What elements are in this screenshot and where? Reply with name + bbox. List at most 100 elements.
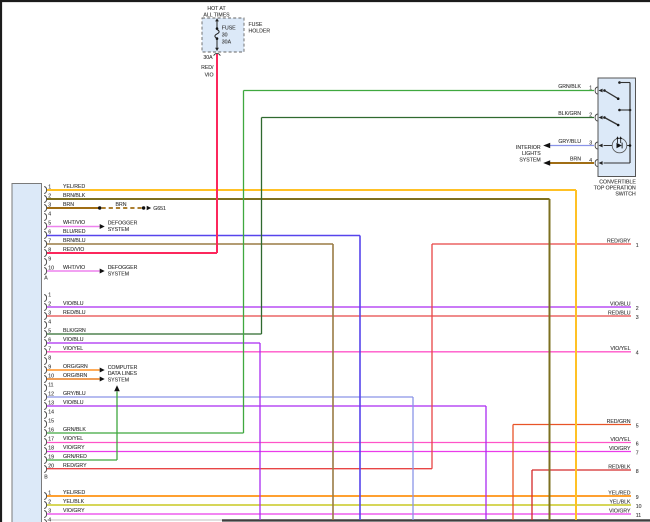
- svg-text:VIO/YEL: VIO/YEL: [63, 436, 83, 442]
- svg-text:BLU/RED: BLU/RED: [63, 229, 86, 235]
- svg-text:YEL/RED: YEL/RED: [63, 490, 85, 496]
- svg-text:GRN/BLK: GRN/BLK: [558, 84, 581, 90]
- svg-text:19: 19: [48, 454, 54, 460]
- svg-text:DATA LINES: DATA LINES: [108, 371, 138, 377]
- svg-text:RED/BLU: RED/BLU: [608, 310, 631, 316]
- svg-text:5: 5: [48, 220, 51, 226]
- svg-text:GRY/BLU: GRY/BLU: [558, 139, 581, 145]
- svg-text:3: 3: [48, 310, 51, 316]
- svg-text:RED/: RED/: [201, 65, 214, 71]
- svg-text:BLK/GRN: BLK/GRN: [63, 328, 86, 334]
- svg-text:8: 8: [48, 247, 51, 253]
- svg-text:7: 7: [48, 346, 51, 352]
- svg-text:A: A: [44, 275, 48, 281]
- svg-text:7: 7: [636, 450, 639, 456]
- svg-text:SYSTEM: SYSTEM: [108, 378, 129, 384]
- svg-text:FUSE: FUSE: [249, 22, 263, 28]
- svg-text:2: 2: [636, 306, 639, 312]
- svg-text:10: 10: [48, 373, 54, 379]
- svg-text:2: 2: [589, 113, 592, 119]
- svg-text:VIO/BLU: VIO/BLU: [63, 301, 84, 307]
- svg-text:11: 11: [48, 382, 53, 388]
- svg-text:VIO/BLU: VIO/BLU: [610, 301, 631, 307]
- svg-text:VIO: VIO: [205, 72, 214, 78]
- svg-text:DEFOGGER: DEFOGGER: [108, 221, 138, 227]
- svg-text:4: 4: [48, 319, 51, 325]
- svg-text:VIO/BLU: VIO/BLU: [63, 400, 84, 406]
- svg-text:RED/GRY: RED/GRY: [63, 463, 87, 469]
- svg-text:2: 2: [48, 499, 51, 505]
- svg-text:18: 18: [48, 445, 54, 451]
- svg-text:30A: 30A: [203, 55, 213, 61]
- svg-text:10: 10: [48, 265, 54, 271]
- svg-text:5: 5: [48, 328, 51, 334]
- svg-text:GRN/BLK: GRN/BLK: [63, 427, 86, 433]
- svg-text:12: 12: [48, 391, 54, 397]
- svg-text:YEL/RED: YEL/RED: [63, 184, 85, 190]
- svg-text:1: 1: [48, 292, 51, 298]
- svg-text:BRN: BRN: [116, 202, 127, 208]
- svg-text:GRY/BLU: GRY/BLU: [63, 391, 86, 397]
- svg-text:VIO/YEL: VIO/YEL: [610, 437, 630, 443]
- svg-text:20: 20: [48, 463, 54, 469]
- svg-text:SYSTEM: SYSTEM: [108, 272, 129, 278]
- svg-text:30A: 30A: [222, 40, 232, 46]
- svg-text:7: 7: [48, 238, 51, 244]
- svg-text:BRN/BLU: BRN/BLU: [63, 238, 86, 244]
- svg-text:TOP OPERATION: TOP OPERATION: [594, 185, 636, 191]
- svg-text:VIO/GRY: VIO/GRY: [63, 508, 85, 514]
- svg-text:8: 8: [636, 469, 639, 475]
- svg-text:HOLDER: HOLDER: [249, 28, 271, 34]
- svg-text:3: 3: [48, 202, 51, 208]
- svg-text:WHT/VIO: WHT/VIO: [63, 265, 85, 271]
- svg-text:B: B: [44, 475, 48, 481]
- svg-text:LIGHTS: LIGHTS: [522, 151, 541, 157]
- svg-text:RED/GRY: RED/GRY: [607, 238, 631, 244]
- svg-text:RED/VIO: RED/VIO: [63, 247, 84, 253]
- svg-text:HOT AT: HOT AT: [207, 6, 226, 12]
- svg-text:ORG/BRN: ORG/BRN: [63, 373, 87, 379]
- svg-text:3: 3: [589, 141, 592, 147]
- svg-text:INTERIOR: INTERIOR: [516, 145, 541, 151]
- svg-text:DEFOGGER: DEFOGGER: [108, 265, 138, 271]
- svg-text:CONVERTIBLE: CONVERTIBLE: [599, 179, 636, 185]
- svg-text:1: 1: [48, 490, 51, 496]
- svg-text:RED/BLK: RED/BLK: [608, 464, 631, 470]
- svg-text:VIO/BLU: VIO/BLU: [63, 337, 84, 343]
- svg-text:YEL/RED: YEL/RED: [608, 490, 630, 496]
- svg-text:ORG/GRN: ORG/GRN: [63, 364, 88, 370]
- svg-text:4: 4: [48, 517, 51, 522]
- svg-text:30: 30: [222, 32, 228, 38]
- svg-text:5: 5: [636, 423, 639, 429]
- svg-text:15: 15: [48, 418, 54, 424]
- svg-text:4: 4: [636, 351, 639, 357]
- svg-text:WHT/VIO: WHT/VIO: [63, 220, 85, 226]
- svg-text:16: 16: [48, 427, 54, 433]
- svg-text:17: 17: [48, 436, 54, 442]
- svg-text:13: 13: [48, 400, 54, 406]
- svg-text:SYSTEM: SYSTEM: [108, 227, 129, 233]
- svg-text:VIO/GRY: VIO/GRY: [609, 446, 631, 452]
- svg-text:10: 10: [636, 504, 642, 510]
- svg-text:3: 3: [48, 508, 51, 514]
- svg-text:4: 4: [48, 211, 51, 217]
- svg-text:4: 4: [589, 158, 592, 164]
- svg-text:1: 1: [589, 86, 592, 92]
- svg-text:ALL TIMES: ALL TIMES: [203, 12, 230, 18]
- svg-text:6: 6: [636, 441, 639, 447]
- svg-text:3: 3: [636, 315, 639, 321]
- svg-text:VIO/GRY: VIO/GRY: [63, 445, 85, 451]
- svg-text:11: 11: [636, 513, 641, 519]
- svg-text:G651: G651: [153, 206, 166, 212]
- svg-text:14: 14: [48, 409, 54, 415]
- svg-text:1: 1: [48, 184, 51, 190]
- svg-text:BRN: BRN: [570, 156, 581, 162]
- svg-text:COMPUTER: COMPUTER: [108, 365, 138, 371]
- svg-text:SWITCH: SWITCH: [615, 192, 636, 198]
- svg-text:RED/GRN: RED/GRN: [607, 419, 631, 425]
- svg-text:6: 6: [48, 337, 51, 343]
- svg-text:FUSE: FUSE: [222, 25, 236, 31]
- svg-text:YEL/BLK: YEL/BLK: [63, 499, 85, 505]
- svg-text:8: 8: [48, 355, 51, 361]
- svg-text:VIO/GRY: VIO/GRY: [609, 508, 631, 514]
